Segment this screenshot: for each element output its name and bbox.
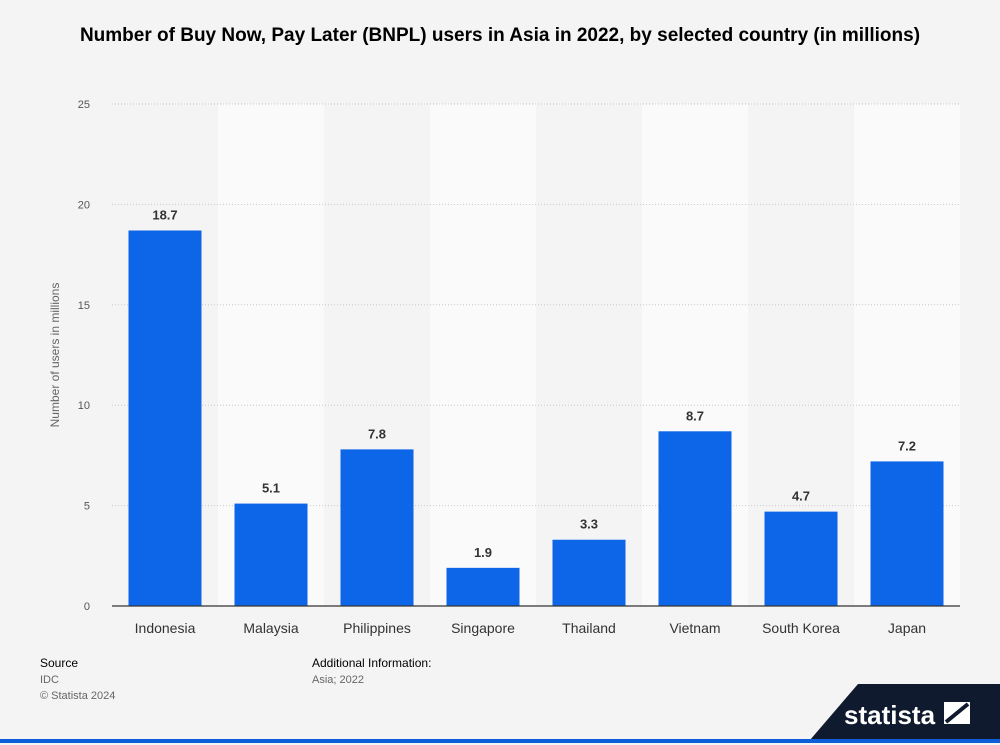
data-label: 7.2	[898, 438, 916, 453]
x-tick-label: Malaysia	[243, 620, 298, 636]
bars	[128, 230, 944, 606]
copyright: © Statista 2024	[40, 690, 116, 702]
chart-title: Number of Buy Now, Pay Later (BNPL) user…	[79, 25, 921, 46]
bar	[764, 511, 838, 606]
statista-mark-icon	[944, 702, 970, 724]
data-label: 5.1	[262, 481, 280, 496]
y-tick-label: 10	[78, 400, 90, 412]
source-label: Source	[40, 656, 79, 670]
bar	[552, 539, 626, 606]
column-band	[430, 104, 536, 606]
data-label: 1.9	[474, 545, 492, 560]
bar	[870, 461, 944, 606]
source-value: IDC	[40, 674, 59, 686]
y-tick-label: 20	[78, 199, 90, 211]
value-labels: 18.7 5.1 7.8 1.9 3.3 8.7 4.7 7.2	[152, 208, 916, 560]
bar-chart: 0 5 10 15 20 25 Number of users in millions 1…	[48, 99, 960, 636]
data-label: 4.7	[792, 489, 810, 504]
y-tick-label: 25	[78, 99, 90, 111]
bottom-accent-line	[0, 739, 1000, 743]
x-axis-ticks: Indonesia Malaysia Philippines Singapore Tha…	[135, 620, 926, 636]
bar	[128, 230, 202, 606]
x-tick-label: Singapore	[451, 620, 515, 636]
statista-logo[interactable]: statista	[810, 684, 1000, 740]
bar	[446, 567, 520, 606]
y-axis-label: Number of users in millions	[48, 283, 62, 428]
data-label: 7.8	[368, 426, 386, 441]
x-tick-label: Thailand	[562, 620, 616, 636]
bar	[234, 503, 308, 606]
additional-info-value: Asia; 2022	[312, 674, 364, 686]
x-tick-label: Philippines	[343, 620, 411, 636]
bar	[658, 431, 732, 606]
y-tick-label: 15	[78, 300, 90, 312]
x-tick-label: South Korea	[762, 620, 840, 636]
x-tick-label: Vietnam	[669, 620, 720, 636]
y-tick-label: 0	[84, 601, 90, 613]
bar	[340, 449, 414, 606]
x-tick-label: Japan	[888, 620, 926, 636]
y-axis-ticks: 0 5 10 15 20 25	[78, 99, 90, 613]
data-label: 8.7	[686, 408, 704, 423]
logo-text: statista	[844, 700, 936, 730]
y-tick-label: 5	[84, 501, 90, 513]
x-tick-label: Indonesia	[135, 620, 196, 636]
additional-info-label: Additional Information:	[312, 656, 432, 670]
data-label: 18.7	[152, 208, 177, 223]
data-label: 3.3	[580, 517, 598, 532]
